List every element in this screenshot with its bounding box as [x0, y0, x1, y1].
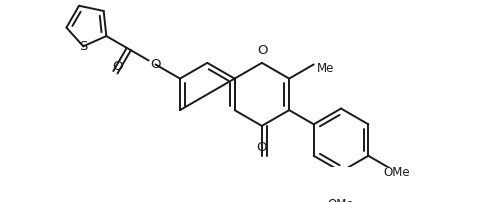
- Text: S: S: [79, 40, 88, 53]
- Text: OMe: OMe: [328, 198, 355, 202]
- Text: Me: Me: [317, 62, 335, 75]
- Text: O: O: [150, 58, 161, 71]
- Text: O: O: [257, 141, 267, 154]
- Text: O: O: [112, 60, 123, 73]
- Text: OMe: OMe: [383, 166, 410, 179]
- Text: O: O: [258, 44, 268, 57]
